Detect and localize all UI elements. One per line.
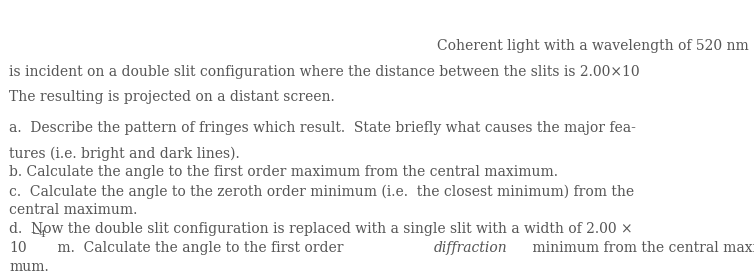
Text: Coherent light with a wavelength of 520 nm: Coherent light with a wavelength of 520 … <box>437 39 749 53</box>
Text: is incident on a double slit configuration where the distance between the slits : is incident on a double slit configurati… <box>9 65 639 79</box>
Text: m.  Calculate the angle to the first order: m. Calculate the angle to the first orde… <box>53 241 348 255</box>
Text: a.  Describe the pattern of fringes which result.  State briefly what causes the: a. Describe the pattern of fringes which… <box>9 121 636 135</box>
Text: tures (i.e. bright and dark lines).: tures (i.e. bright and dark lines). <box>9 146 240 161</box>
Text: b. Calculate the angle to the first order maximum from the central maximum.: b. Calculate the angle to the first orde… <box>9 165 558 179</box>
Text: mum.: mum. <box>9 260 49 271</box>
Text: −4: −4 <box>32 230 47 239</box>
Text: The resulting is projected on a distant screen.: The resulting is projected on a distant … <box>9 90 335 104</box>
Text: diffraction: diffraction <box>434 241 507 255</box>
Text: 10: 10 <box>9 241 26 255</box>
Text: d.  Now the double slit configuration is replaced with a single slit with a widt: d. Now the double slit configuration is … <box>9 222 633 236</box>
Text: central maximum.: central maximum. <box>9 203 137 217</box>
Text: minimum from the central maxi-: minimum from the central maxi- <box>529 241 754 255</box>
Text: c.  Calculate the angle to the zeroth order minimum (i.e.  the closest minimum) : c. Calculate the angle to the zeroth ord… <box>9 184 634 199</box>
